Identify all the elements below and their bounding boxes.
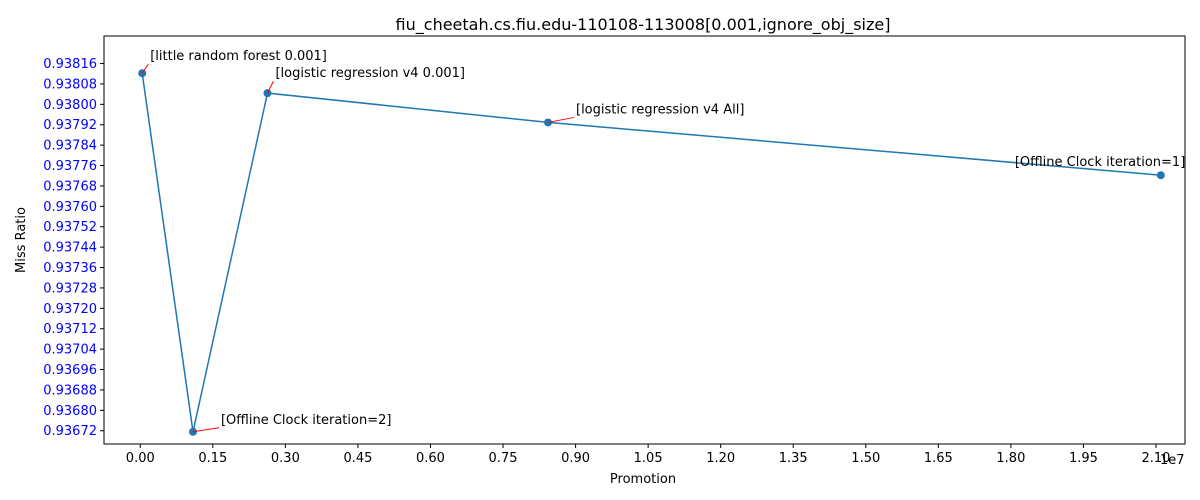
x-axis: 0.00 0.15 0.30 0.45 0.60 0.75 0.90 1.05 1.20 1.35… [126,444,1171,466]
y-tick-label: 0.93752 [43,220,97,235]
annotation-leader [192,427,220,433]
x-tick-label: 0.75 [489,451,518,466]
x-tick-label: 1.80 [996,451,1025,466]
annotation-label: [logistic regression v4 0.001] [275,66,465,81]
annotation-label: [Offline Clock iteration=1] [1015,155,1185,170]
x-tick-label: 1.50 [851,451,880,466]
x-tick-label: 0.60 [416,451,445,466]
annotation-label: [Offline Clock iteration=2] [221,413,391,428]
data-point [1156,171,1165,180]
x-tick-label: 1.65 [924,451,953,466]
y-tick-label: 0.93768 [43,179,97,194]
y-tick-label: 0.93776 [43,159,97,174]
annotation-leader [547,116,575,123]
y-tick-label: 0.93744 [43,241,97,256]
annotation-label: [little random forest 0.001] [150,49,327,64]
x-tick-label: 1.95 [1069,451,1098,466]
chart-title: fiu_cheetah.cs.fiu.edu-110108-113008[0.0… [396,15,891,35]
y-tick-label: 0.93736 [43,261,97,276]
y-tick-label: 0.93760 [43,200,97,215]
y-tick-label: 0.93696 [43,363,97,378]
annotation-label: [logistic regression v4 All] [576,102,744,117]
x-axis-label: Promotion [610,472,676,487]
annotation-leader [267,80,274,94]
y-tick-label: 0.93712 [43,322,97,337]
x-tick-label: 1.20 [706,451,735,466]
y-tick-label: 0.93680 [43,404,97,419]
y-tick-label: 0.93792 [43,118,97,133]
y-tick-label: 0.93784 [43,139,97,154]
x-tick-label: 0.15 [198,451,227,466]
y-tick-label: 0.93808 [43,77,97,92]
y-tick-label: 0.93720 [43,302,97,317]
y-tick-label: 0.93688 [43,383,97,398]
y-tick-label: 0.93816 [43,57,97,72]
x-tick-label: 1.05 [634,451,663,466]
y-tick-label: 0.93704 [43,343,97,358]
series-line [141,73,1161,432]
annotation-leader [141,63,149,74]
y-tick-label: 0.93672 [43,424,97,439]
x-tick-label: 1.35 [779,451,808,466]
series-line-group [138,69,1165,436]
annotation-group: [little random forest 0.001] [Offline Clo… [141,49,1185,433]
x-tick-label: 2.10 [1142,451,1171,466]
y-axis: 0.93672 0.93680 0.93688 0.93696 0.93704 0.937… [43,57,104,439]
x-tick-label: 0.30 [271,451,300,466]
x-tick-label: 0.90 [561,451,590,466]
y-tick-label: 0.93728 [43,281,97,296]
plot-frame [103,35,1186,445]
y-tick-label: 0.93800 [43,98,97,113]
x-tick-label: 0.00 [126,451,155,466]
y-axis-label: Miss Ratio [14,207,29,273]
x-axis-offset-label: 1e7 [1160,453,1185,468]
x-tick-label: 0.45 [343,451,372,466]
